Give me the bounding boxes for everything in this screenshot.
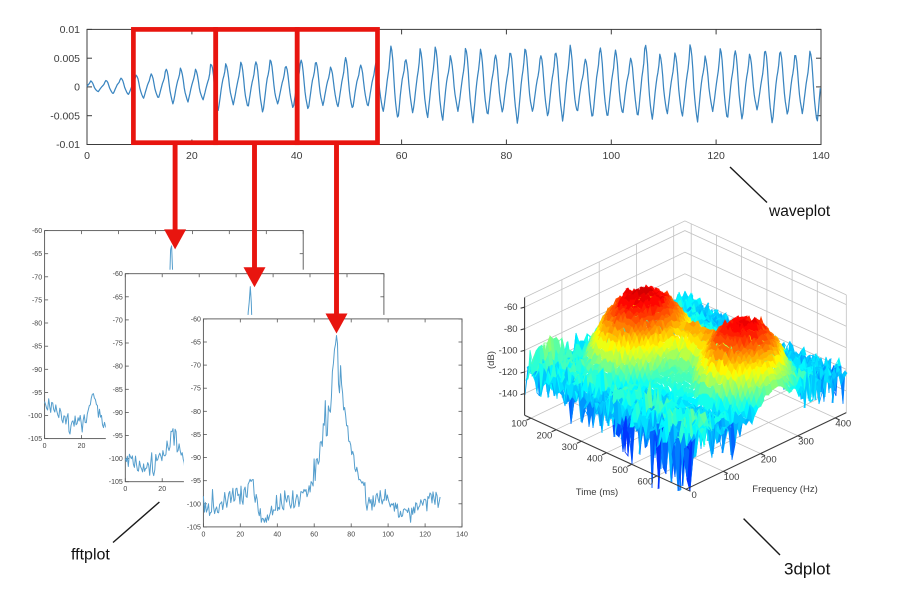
svg-text:-80: -80 xyxy=(113,364,123,371)
svg-text:-60: -60 xyxy=(504,302,518,313)
svg-text:100: 100 xyxy=(511,419,527,430)
svg-text:0: 0 xyxy=(84,150,90,162)
svg-text:-85: -85 xyxy=(113,387,123,394)
svg-text:-95: -95 xyxy=(113,433,123,440)
svg-text:0: 0 xyxy=(201,531,205,538)
svg-text:-100: -100 xyxy=(187,501,201,508)
svg-text:-105: -105 xyxy=(187,524,201,531)
svg-text:140: 140 xyxy=(456,531,468,538)
svg-text:-90: -90 xyxy=(113,410,123,417)
svg-text:400: 400 xyxy=(835,419,851,430)
svg-text:0: 0 xyxy=(74,82,80,94)
svg-text:80: 80 xyxy=(501,150,513,162)
svg-text:500: 500 xyxy=(612,465,628,476)
svg-text:-95: -95 xyxy=(191,478,201,485)
svg-text:60: 60 xyxy=(310,531,318,538)
svg-text:-80: -80 xyxy=(504,324,518,335)
svg-text:-80: -80 xyxy=(32,321,42,328)
svg-text:20: 20 xyxy=(236,531,244,538)
svg-text:0: 0 xyxy=(43,443,47,450)
svg-text:-70: -70 xyxy=(32,274,42,281)
svg-text:0.005: 0.005 xyxy=(54,53,80,65)
svg-text:-75: -75 xyxy=(113,341,123,348)
svg-text:-60: -60 xyxy=(191,316,201,323)
svg-text:300: 300 xyxy=(562,442,578,453)
svg-text:120: 120 xyxy=(419,531,431,538)
svg-text:0: 0 xyxy=(692,490,697,501)
svg-text:-90: -90 xyxy=(191,455,201,462)
svg-text:0: 0 xyxy=(123,486,127,493)
svg-text:waveplot: waveplot xyxy=(768,203,831,220)
svg-text:3dplot: 3dplot xyxy=(784,560,831,579)
svg-text:-105: -105 xyxy=(109,479,123,486)
svg-text:100: 100 xyxy=(382,531,394,538)
svg-text:40: 40 xyxy=(273,531,281,538)
svg-text:20: 20 xyxy=(158,486,166,493)
svg-text:-120: -120 xyxy=(499,367,518,378)
svg-text:-70: -70 xyxy=(191,363,201,370)
svg-text:-80: -80 xyxy=(191,409,201,416)
svg-text:-0.01: -0.01 xyxy=(56,139,80,151)
svg-text:60: 60 xyxy=(396,150,408,162)
svg-text:-100: -100 xyxy=(499,345,518,356)
svg-text:40: 40 xyxy=(291,150,303,162)
svg-text:120: 120 xyxy=(707,150,725,162)
svg-text:fftplot: fftplot xyxy=(71,547,110,564)
svg-text:-85: -85 xyxy=(191,432,201,439)
svg-text:140: 140 xyxy=(812,150,830,162)
svg-text:600: 600 xyxy=(637,477,653,488)
svg-text:0.01: 0.01 xyxy=(60,24,81,36)
svg-text:400: 400 xyxy=(587,453,603,464)
svg-text:20: 20 xyxy=(186,150,198,162)
svg-text:-75: -75 xyxy=(191,386,201,393)
svg-text:-60: -60 xyxy=(32,228,42,235)
svg-text:200: 200 xyxy=(761,454,777,465)
svg-text:-140: -140 xyxy=(499,389,518,400)
svg-text:-60: -60 xyxy=(113,271,123,278)
svg-text:-90: -90 xyxy=(32,367,42,374)
svg-text:Time (ms): Time (ms) xyxy=(576,487,618,498)
svg-text:100: 100 xyxy=(603,150,621,162)
svg-text:-65: -65 xyxy=(113,294,123,301)
svg-text:-100: -100 xyxy=(109,456,123,463)
svg-text:-95: -95 xyxy=(32,390,42,397)
svg-text:Frequency (Hz): Frequency (Hz) xyxy=(752,484,817,495)
svg-text:20: 20 xyxy=(78,443,86,450)
svg-text:200: 200 xyxy=(536,430,552,441)
svg-text:-75: -75 xyxy=(32,297,42,304)
svg-text:300: 300 xyxy=(798,437,814,448)
svg-text:(dB): (dB) xyxy=(486,351,497,369)
svg-text:100: 100 xyxy=(724,472,740,483)
svg-text:-70: -70 xyxy=(113,317,123,324)
svg-text:80: 80 xyxy=(347,531,355,538)
svg-text:-65: -65 xyxy=(191,340,201,347)
svg-text:-85: -85 xyxy=(32,344,42,351)
svg-text:-65: -65 xyxy=(32,251,42,258)
svg-text:-105: -105 xyxy=(28,436,42,443)
svg-text:-0.005: -0.005 xyxy=(50,110,80,122)
svg-text:-100: -100 xyxy=(28,413,42,420)
